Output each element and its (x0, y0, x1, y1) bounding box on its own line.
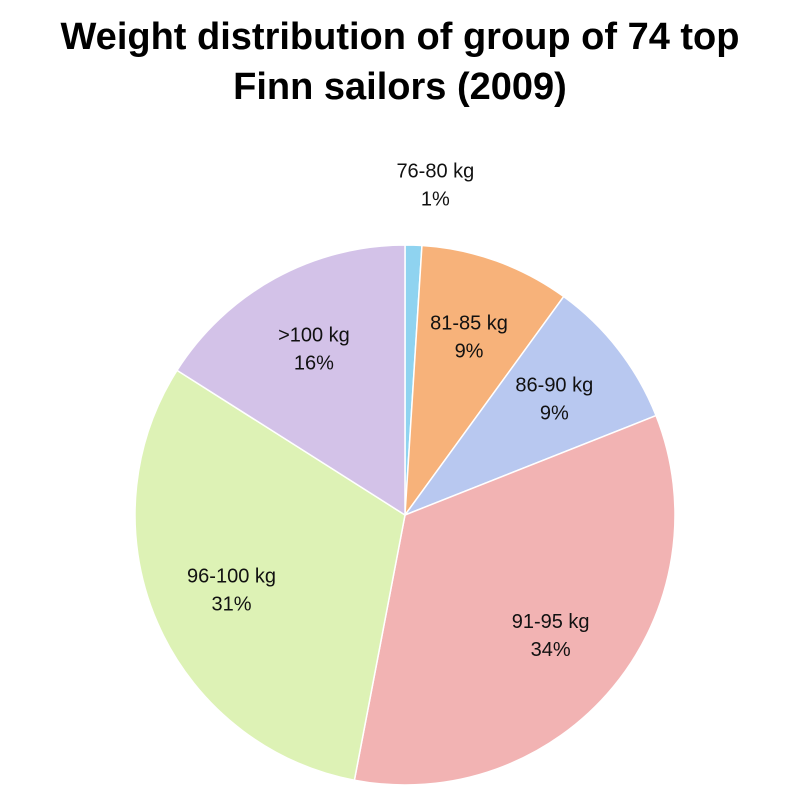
slice-label: 91-95 kg (512, 611, 590, 633)
slice-value-label: 9% (540, 402, 569, 424)
slice-value-label: 34% (531, 639, 571, 661)
slice-label: 76-80 kg (396, 160, 474, 182)
slice-label: >100 kg (278, 325, 350, 347)
pie-slice (175, 244, 406, 517)
slice-value-label: 9% (455, 340, 484, 362)
slice-value-label: 1% (421, 188, 450, 210)
slice-value-label: 16% (294, 353, 334, 375)
slice-label: 96-100 kg (187, 565, 276, 587)
pie-slice (404, 244, 565, 518)
slice-value-label: 31% (212, 593, 252, 615)
chart-title: Weight distribution of group of 74 top F… (60, 16, 740, 108)
pie-slice (402, 295, 658, 517)
slice-label: 86-90 kg (515, 374, 593, 396)
slice-label: 81-85 kg (430, 312, 508, 334)
pie-slice (353, 414, 676, 786)
